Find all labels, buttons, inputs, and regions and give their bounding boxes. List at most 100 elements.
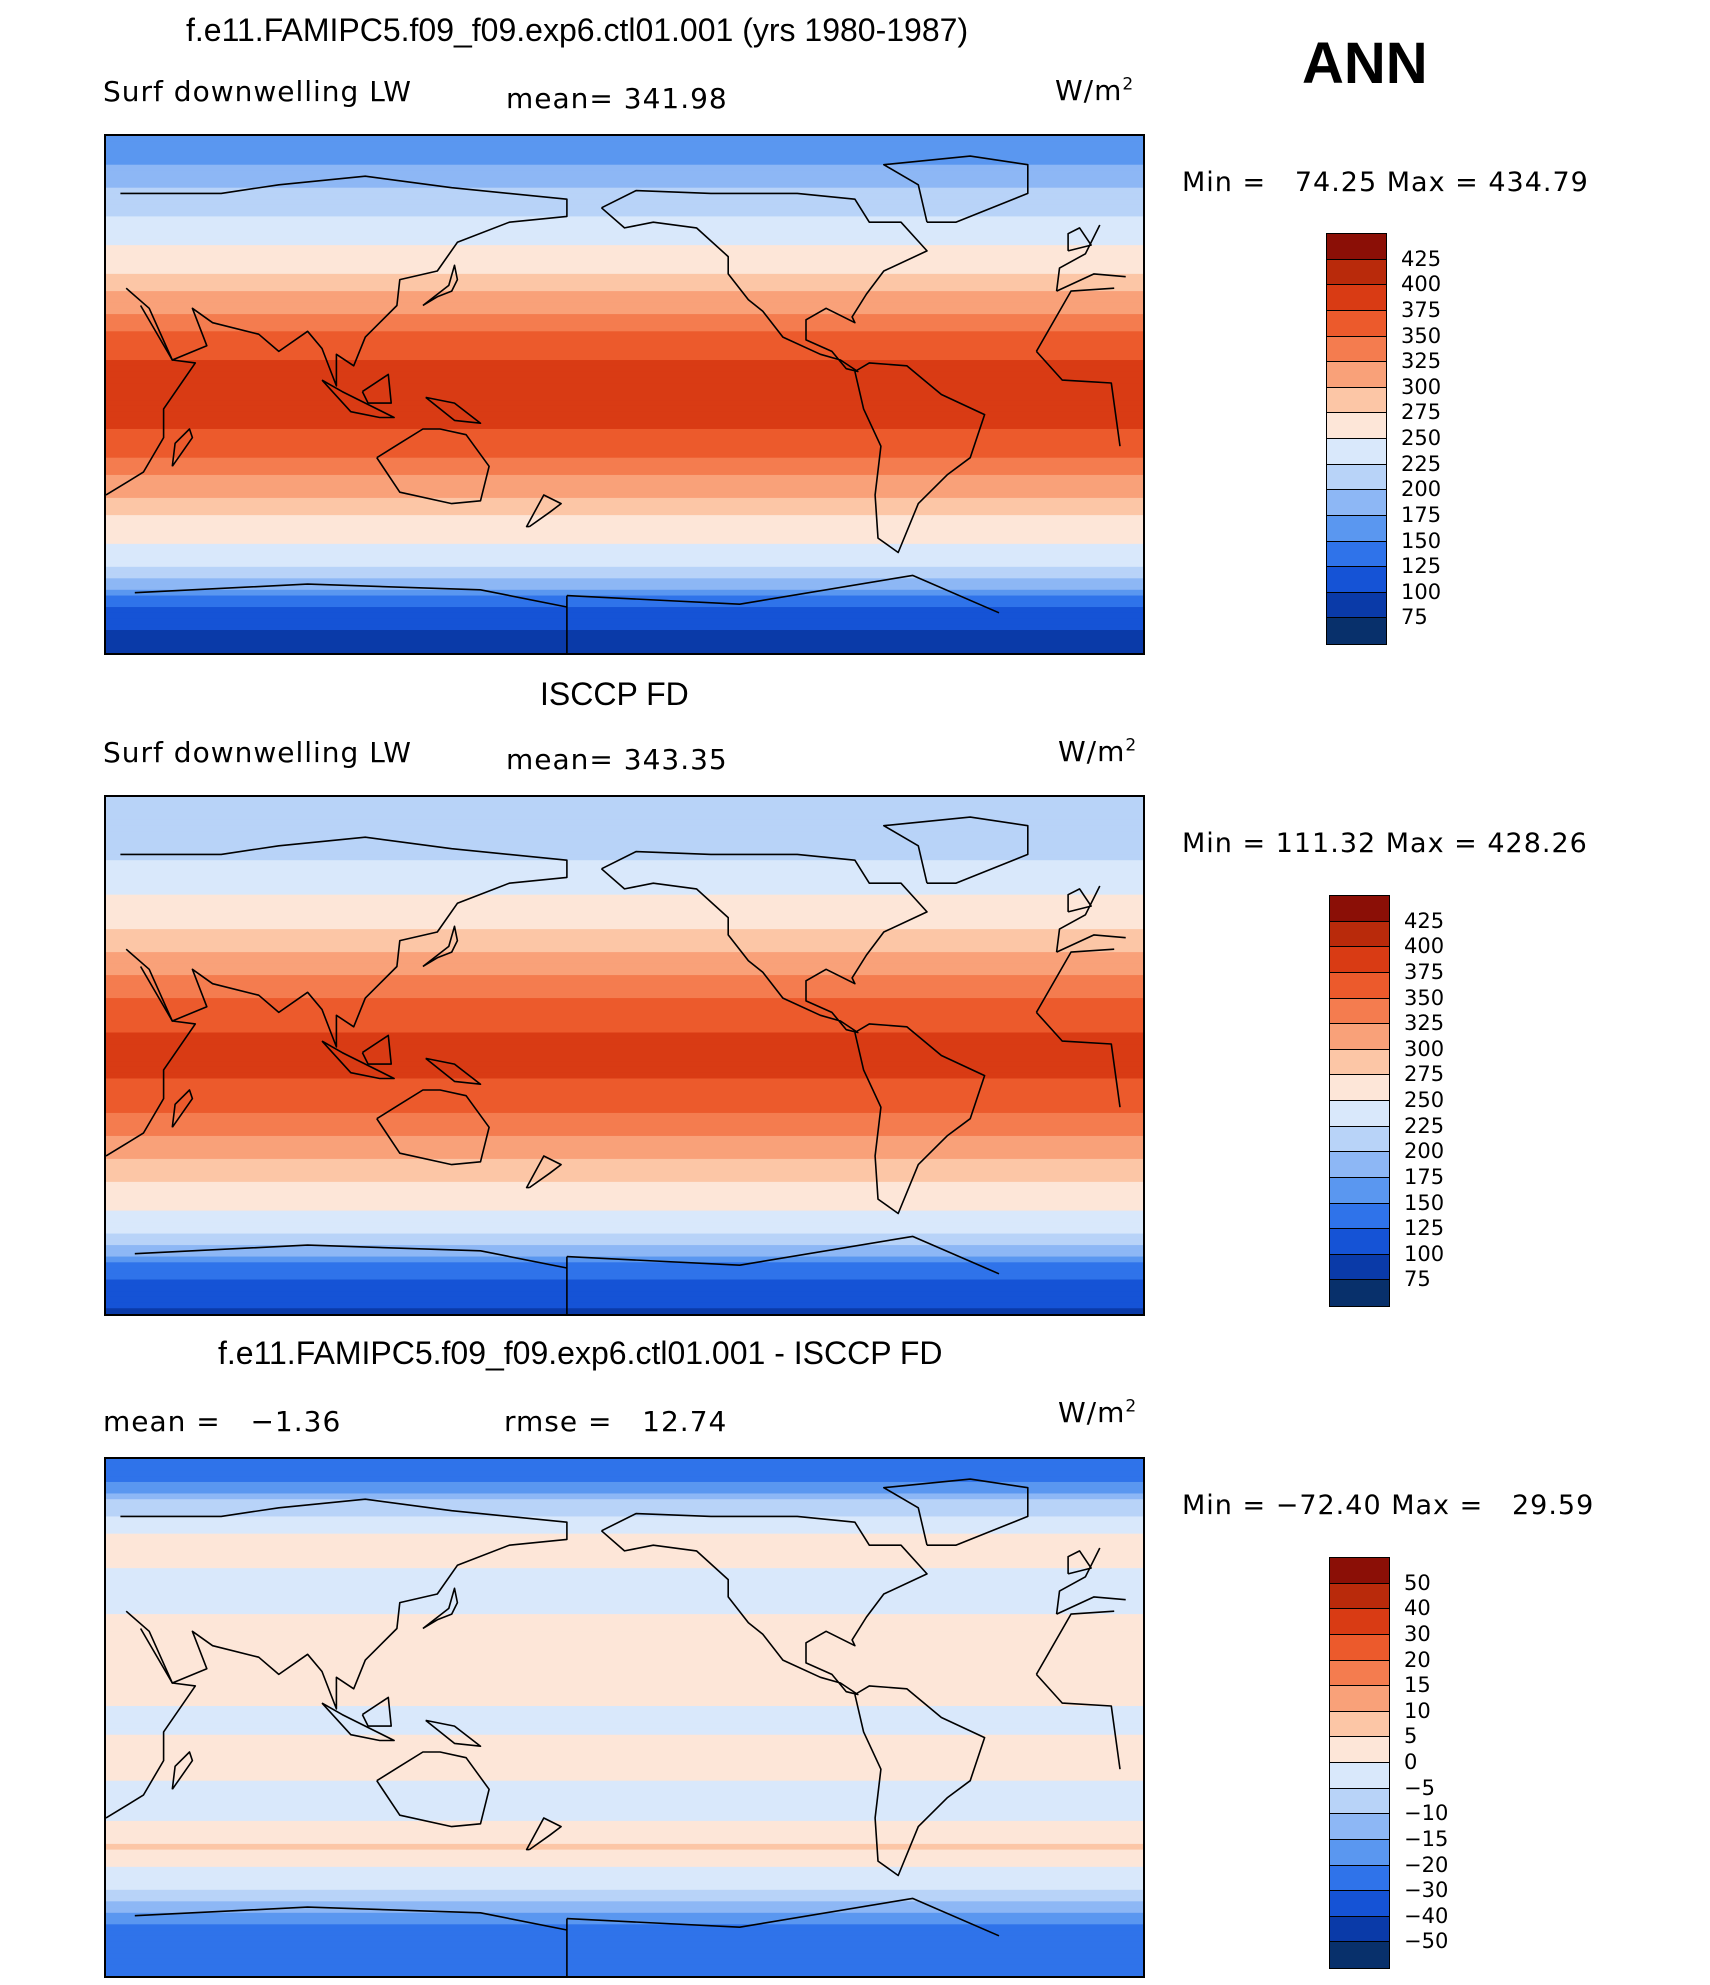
- contour-band: [106, 1510, 1143, 1518]
- contour-band: [106, 1181, 1143, 1189]
- contour-band: [106, 1504, 1143, 1512]
- contour-band: [106, 354, 1143, 361]
- contour-band: [106, 1746, 1143, 1753]
- contour-band: [106, 837, 1143, 844]
- contour-band: [106, 1861, 1143, 1868]
- contour-band: [106, 417, 1143, 424]
- coastline: [171, 1751, 194, 1790]
- colorbar-tick-label: −15: [1404, 1826, 1449, 1851]
- colorbar-swatch: [1330, 1660, 1389, 1687]
- colorbar-swatch: [1330, 1024, 1389, 1050]
- contour-band: [106, 929, 1143, 936]
- contour-band: [106, 802, 1143, 810]
- contour-band: [106, 1308, 1143, 1314]
- coastline: [1055, 1547, 1101, 1615]
- colorbar-tick-label: 150: [1401, 528, 1442, 553]
- contour-band: [106, 969, 1143, 976]
- contour-band: [106, 635, 1143, 643]
- coastline: [1056, 934, 1126, 953]
- contour-band: [106, 831, 1143, 838]
- contour-band: [106, 1878, 1143, 1885]
- contour-band: [106, 1470, 1143, 1477]
- contour-band: [106, 986, 1143, 993]
- contour-band: [106, 1285, 1143, 1292]
- colorbar-tick-label: 225: [1404, 1113, 1445, 1138]
- colorbar-tick-label: 200: [1401, 477, 1442, 502]
- contour-band: [106, 176, 1143, 183]
- contour-band: [106, 158, 1143, 166]
- contour-band: [106, 1493, 1143, 1500]
- colorbar-tick-label: 425: [1401, 246, 1442, 271]
- coastline: [600, 850, 928, 1034]
- contour-band: [106, 181, 1143, 189]
- map-svg: [106, 1459, 1143, 1976]
- coastline: [1067, 1550, 1092, 1575]
- colorbar-tick-label: −40: [1404, 1903, 1449, 1928]
- contour-band: [106, 1227, 1143, 1235]
- colorbar-swatch: [1330, 1711, 1389, 1738]
- colorbar-swatch: [1330, 1558, 1389, 1584]
- coastline: [1035, 287, 1115, 352]
- contour-band: [106, 486, 1143, 493]
- coastline: [425, 396, 482, 425]
- contour-band: [106, 1866, 1143, 1874]
- coastline: [134, 583, 568, 653]
- colorbar-swatch: [1327, 387, 1386, 414]
- contour-band: [106, 612, 1143, 620]
- coastline: [1067, 888, 1092, 913]
- contour-band: [106, 1481, 1143, 1489]
- contour-band: [106, 1026, 1143, 1034]
- contour-band: [106, 314, 1143, 321]
- contour-band: [106, 1545, 1143, 1552]
- contour-band: [106, 1958, 1143, 1966]
- contour-band: [106, 1728, 1143, 1736]
- contour-band: [106, 940, 1143, 947]
- colorbar-swatch: [1330, 1891, 1389, 1917]
- coastline: [321, 1702, 395, 1742]
- mean-label: mean = −1.36: [103, 1405, 342, 1438]
- colorbar-swatch: [1327, 618, 1386, 644]
- contour-band: [106, 1176, 1143, 1183]
- colorbar-tick-label: 30: [1404, 1621, 1431, 1646]
- contour-band: [106, 1268, 1143, 1275]
- coastline: [600, 189, 928, 373]
- contour-band: [106, 233, 1143, 240]
- contour-band: [106, 900, 1143, 907]
- contour-band: [106, 411, 1143, 419]
- contour-band: [106, 1078, 1143, 1085]
- colorbar-swatch: [1330, 1865, 1389, 1892]
- contour-band: [106, 1706, 1143, 1713]
- contour-band: [106, 210, 1143, 218]
- contour-band: [106, 906, 1143, 913]
- rmse-label: rmse = 12.74: [504, 1405, 728, 1438]
- contour-band: [106, 647, 1143, 653]
- coastline: [525, 1817, 562, 1851]
- contour-band: [106, 1164, 1143, 1171]
- contour-band: [106, 1476, 1143, 1483]
- colorbar-swatch: [1327, 310, 1386, 337]
- contour-band: [106, 1250, 1143, 1258]
- coastline: [525, 494, 562, 528]
- contour-band: [106, 1072, 1143, 1080]
- contour-band: [106, 1614, 1143, 1621]
- coastline: [361, 1696, 393, 1727]
- contour-band: [106, 1642, 1143, 1650]
- colorbar-swatch: [1330, 947, 1389, 973]
- contour-band: [106, 199, 1143, 206]
- contour-band: [106, 1683, 1143, 1690]
- contour-band: [106, 888, 1143, 896]
- contour-band: [106, 400, 1143, 407]
- contour-band: [106, 1786, 1143, 1793]
- colorbar-swatch: [1330, 1814, 1389, 1840]
- contour-band: [106, 1769, 1143, 1776]
- contour-band: [106, 819, 1143, 827]
- contour-band: [106, 1723, 1143, 1730]
- coastline: [134, 1244, 568, 1314]
- colorbar-tick-label: 40: [1404, 1596, 1431, 1621]
- contour-band: [106, 1763, 1143, 1770]
- colorbar-tick-label: 200: [1404, 1139, 1445, 1164]
- contour-band: [106, 509, 1143, 516]
- contour-band: [106, 1003, 1143, 1011]
- contour-band: [106, 1245, 1143, 1252]
- colorbar-swatch: [1330, 1203, 1389, 1230]
